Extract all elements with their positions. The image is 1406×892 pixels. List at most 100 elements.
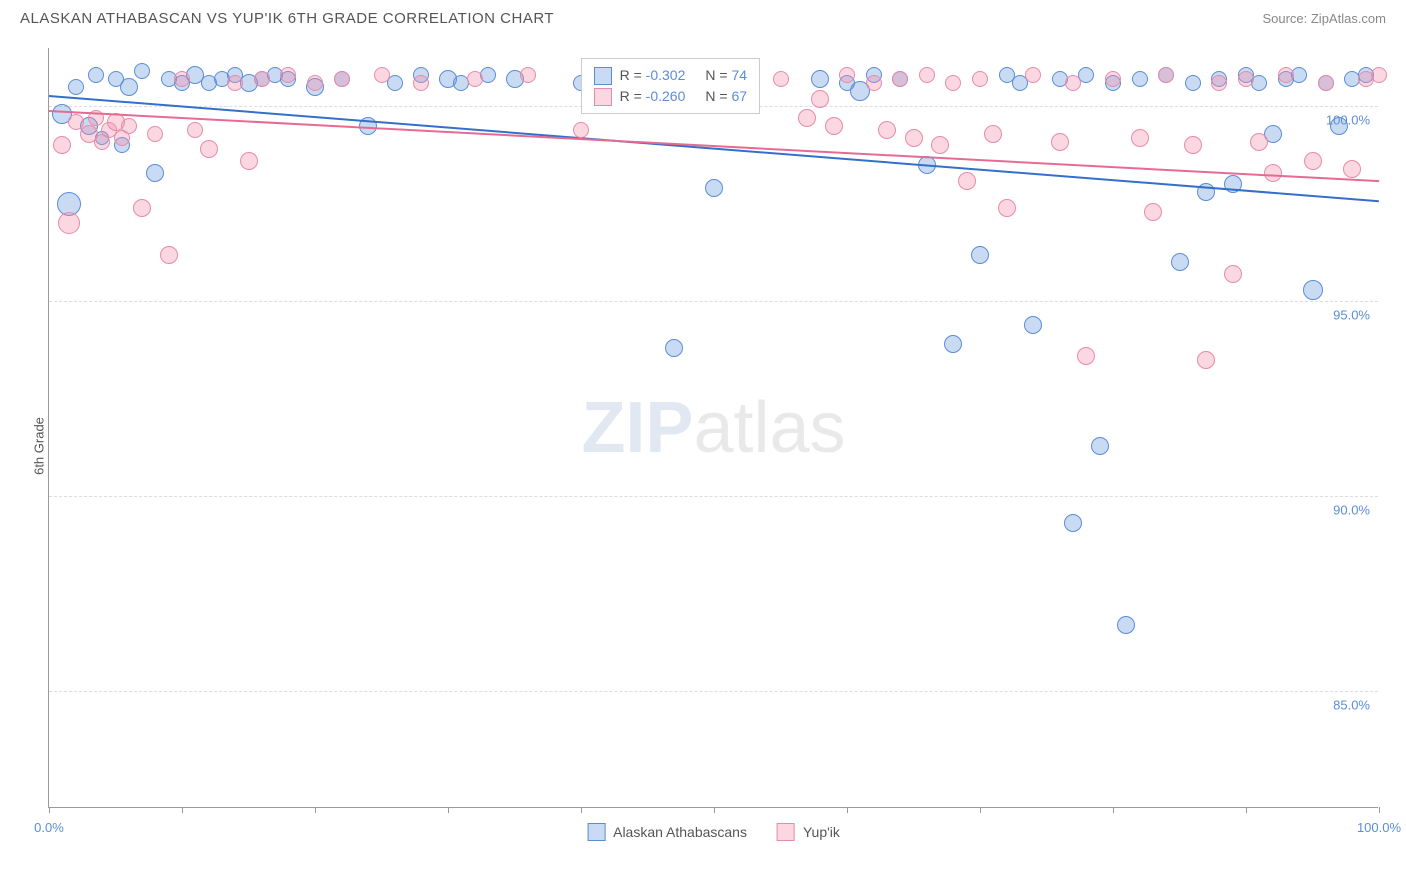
scatter-point <box>146 164 164 182</box>
scatter-point <box>240 152 258 170</box>
scatter-point <box>121 118 137 134</box>
scatter-point <box>1077 347 1095 365</box>
scatter-point <box>1064 514 1082 532</box>
scatter-point <box>200 140 218 158</box>
scatter-point <box>798 109 816 127</box>
scatter-point <box>998 199 1016 217</box>
scatter-point <box>1184 136 1202 154</box>
scatter-point <box>665 339 683 357</box>
chart-plot-area: ZIPatlas 85.0%90.0%95.0%100.0%0.0%100.0%… <box>48 48 1378 808</box>
scatter-point <box>1065 75 1081 91</box>
scatter-point <box>1144 203 1162 221</box>
x-tick <box>980 807 981 813</box>
scatter-point <box>58 212 80 234</box>
scatter-point <box>133 199 151 217</box>
scatter-point <box>892 71 908 87</box>
x-tick <box>182 807 183 813</box>
scatter-point <box>160 246 178 264</box>
gridline-h <box>49 301 1378 302</box>
scatter-point <box>1024 316 1042 334</box>
scatter-point <box>1343 160 1361 178</box>
stats-legend: R = -0.302N = 74R = -0.260N = 67 <box>581 58 760 114</box>
scatter-point <box>1117 616 1135 634</box>
scatter-point <box>905 129 923 147</box>
scatter-point <box>374 67 390 83</box>
scatter-point <box>520 67 536 83</box>
x-tick <box>581 807 582 813</box>
scatter-point <box>147 126 163 142</box>
scatter-point <box>1171 253 1189 271</box>
scatter-point <box>811 70 829 88</box>
legend-swatch <box>594 67 612 85</box>
x-tick <box>1379 807 1380 813</box>
scatter-point <box>1224 265 1242 283</box>
x-tick <box>448 807 449 813</box>
scatter-point <box>280 67 296 83</box>
scatter-point <box>839 67 855 83</box>
scatter-point <box>919 67 935 83</box>
x-tick <box>1246 807 1247 813</box>
scatter-point <box>1051 133 1069 151</box>
scatter-point <box>971 246 989 264</box>
stats-legend-row: R = -0.302N = 74 <box>594 65 747 86</box>
scatter-point <box>944 335 962 353</box>
scatter-point <box>972 71 988 87</box>
scatter-point <box>866 75 882 91</box>
scatter-point <box>1105 71 1121 87</box>
scatter-point <box>68 79 84 95</box>
series-legend-item: Yup'ik <box>777 823 840 841</box>
legend-swatch <box>777 823 795 841</box>
series-legend: Alaskan Athabascans Yup'ik <box>587 823 840 841</box>
x-tick <box>714 807 715 813</box>
scatter-point <box>878 121 896 139</box>
x-tick <box>1113 807 1114 813</box>
scatter-point <box>984 125 1002 143</box>
scatter-point <box>1303 280 1323 300</box>
y-tick-label: 85.0% <box>1333 698 1370 713</box>
trend-line <box>49 110 1379 182</box>
scatter-point <box>413 75 429 91</box>
scatter-point <box>1197 351 1215 369</box>
scatter-point <box>945 75 961 91</box>
x-tick <box>315 807 316 813</box>
scatter-point <box>307 75 323 91</box>
stats-legend-row: R = -0.260N = 67 <box>594 86 747 107</box>
chart-title: ALASKAN ATHABASCAN VS YUP'IK 6TH GRADE C… <box>20 10 554 27</box>
scatter-point <box>1250 133 1268 151</box>
scatter-point <box>1278 67 1294 83</box>
scatter-point <box>334 71 350 87</box>
y-tick-label: 95.0% <box>1333 308 1370 323</box>
scatter-point <box>174 71 190 87</box>
scatter-point <box>1304 152 1322 170</box>
scatter-point <box>1238 71 1254 87</box>
scatter-point <box>1091 437 1109 455</box>
scatter-point <box>931 136 949 154</box>
scatter-point <box>1131 129 1149 147</box>
gridline-h <box>49 496 1378 497</box>
scatter-point <box>811 90 829 108</box>
scatter-point <box>187 122 203 138</box>
scatter-point <box>958 172 976 190</box>
scatter-point <box>825 117 843 135</box>
scatter-point <box>1318 75 1334 91</box>
scatter-point <box>1185 75 1201 91</box>
scatter-point <box>1158 67 1174 83</box>
scatter-point <box>88 67 104 83</box>
series-legend-item: Alaskan Athabascans <box>587 823 747 841</box>
scatter-point <box>134 63 150 79</box>
x-tick <box>49 807 50 813</box>
chart-header: ALASKAN ATHABASCAN VS YUP'IK 6TH GRADE C… <box>0 0 1406 37</box>
scatter-point <box>1025 67 1041 83</box>
x-tick-label: 100.0% <box>1357 820 1401 835</box>
legend-swatch <box>587 823 605 841</box>
chart-source: Source: ZipAtlas.com <box>1262 11 1386 26</box>
scatter-point <box>120 78 138 96</box>
scatter-point <box>773 71 789 87</box>
watermark: ZIPatlas <box>581 387 845 469</box>
y-tick-label: 90.0% <box>1333 503 1370 518</box>
scatter-point <box>53 136 71 154</box>
x-tick-label: 0.0% <box>34 820 64 835</box>
scatter-point <box>705 179 723 197</box>
scatter-point <box>1211 75 1227 91</box>
scatter-point <box>1371 67 1387 83</box>
